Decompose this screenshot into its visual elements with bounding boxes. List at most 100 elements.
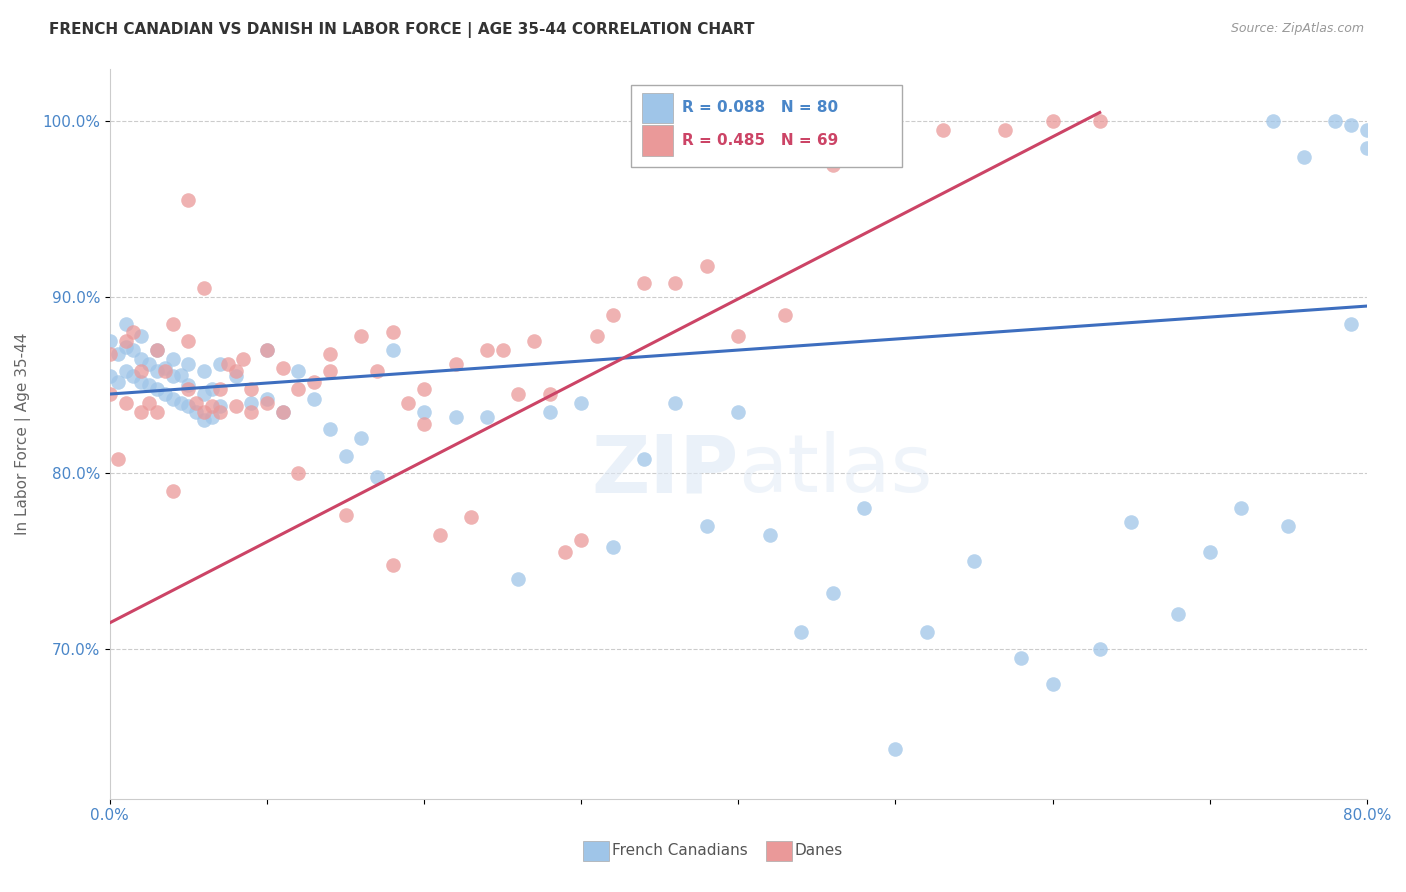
- Point: [884, 742, 907, 756]
- Point: [664, 396, 686, 410]
- Point: [350, 329, 373, 343]
- Point: [1042, 114, 1064, 128]
- Text: FRENCH CANADIAN VS DANISH IN LABOR FORCE | AGE 35-44 CORRELATION CHART: FRENCH CANADIAN VS DANISH IN LABOR FORCE…: [49, 22, 755, 38]
- Point: [256, 392, 278, 407]
- Point: [508, 387, 530, 401]
- Point: [153, 360, 176, 375]
- Point: [146, 382, 169, 396]
- Point: [287, 382, 309, 396]
- Point: [396, 396, 419, 410]
- Point: [177, 357, 200, 371]
- Point: [821, 586, 844, 600]
- Point: [1340, 317, 1362, 331]
- Point: [98, 334, 121, 349]
- Point: [138, 396, 160, 410]
- Point: [853, 501, 876, 516]
- Point: [444, 409, 467, 424]
- Point: [633, 452, 655, 467]
- Text: Danes: Danes: [794, 844, 842, 858]
- Point: [129, 375, 152, 389]
- Point: [319, 346, 342, 360]
- Point: [429, 528, 451, 542]
- Point: [193, 364, 215, 378]
- Point: [146, 364, 169, 378]
- Point: [1277, 519, 1299, 533]
- Point: [1042, 677, 1064, 691]
- Point: [994, 123, 1017, 137]
- Point: [114, 317, 136, 331]
- Point: [366, 364, 388, 378]
- Point: [366, 469, 388, 483]
- Bar: [641, 93, 673, 123]
- Point: [758, 528, 780, 542]
- Point: [98, 346, 121, 360]
- Point: [271, 404, 294, 418]
- Point: [1167, 607, 1189, 621]
- Point: [444, 357, 467, 371]
- Point: [696, 259, 718, 273]
- Point: [129, 364, 152, 378]
- Point: [177, 400, 200, 414]
- Point: [256, 343, 278, 357]
- Point: [98, 369, 121, 384]
- Point: [602, 540, 624, 554]
- Point: [162, 392, 184, 407]
- Point: [177, 334, 200, 349]
- Point: [201, 400, 224, 414]
- Point: [232, 351, 254, 366]
- Point: [664, 276, 686, 290]
- Point: [129, 351, 152, 366]
- Point: [475, 343, 498, 357]
- Point: [523, 334, 546, 349]
- Point: [107, 452, 129, 467]
- Point: [122, 326, 145, 340]
- Point: [107, 346, 129, 360]
- Point: [413, 382, 436, 396]
- Point: [208, 400, 231, 414]
- Point: [193, 413, 215, 427]
- Point: [1121, 516, 1143, 530]
- Point: [153, 364, 176, 378]
- Point: [271, 360, 294, 375]
- Text: R = 0.485   N = 69: R = 0.485 N = 69: [682, 133, 838, 148]
- Point: [287, 467, 309, 481]
- Text: French Canadians: French Canadians: [612, 844, 748, 858]
- Point: [569, 396, 592, 410]
- Point: [177, 194, 200, 208]
- Y-axis label: In Labor Force | Age 35-44: In Labor Force | Age 35-44: [15, 333, 31, 535]
- Point: [122, 343, 145, 357]
- Point: [240, 396, 263, 410]
- Point: [335, 508, 357, 523]
- Point: [129, 329, 152, 343]
- Point: [915, 624, 938, 639]
- Point: [381, 558, 404, 572]
- Point: [727, 329, 749, 343]
- Text: Source: ZipAtlas.com: Source: ZipAtlas.com: [1230, 22, 1364, 36]
- Point: [381, 343, 404, 357]
- Point: [413, 417, 436, 431]
- Point: [98, 387, 121, 401]
- Point: [169, 396, 191, 410]
- Point: [554, 545, 576, 559]
- Point: [727, 404, 749, 418]
- Point: [208, 382, 231, 396]
- Text: atlas: atlas: [738, 431, 932, 509]
- Point: [177, 378, 200, 392]
- Point: [884, 114, 907, 128]
- Point: [1088, 642, 1111, 657]
- Point: [821, 158, 844, 172]
- Point: [114, 339, 136, 353]
- Point: [193, 281, 215, 295]
- Point: [201, 382, 224, 396]
- Point: [193, 404, 215, 418]
- Point: [114, 396, 136, 410]
- Point: [1355, 123, 1378, 137]
- Point: [201, 409, 224, 424]
- Point: [1261, 114, 1284, 128]
- Point: [775, 308, 797, 322]
- Point: [107, 375, 129, 389]
- Point: [302, 392, 325, 407]
- Point: [538, 387, 561, 401]
- Point: [162, 483, 184, 498]
- FancyBboxPatch shape: [631, 86, 901, 167]
